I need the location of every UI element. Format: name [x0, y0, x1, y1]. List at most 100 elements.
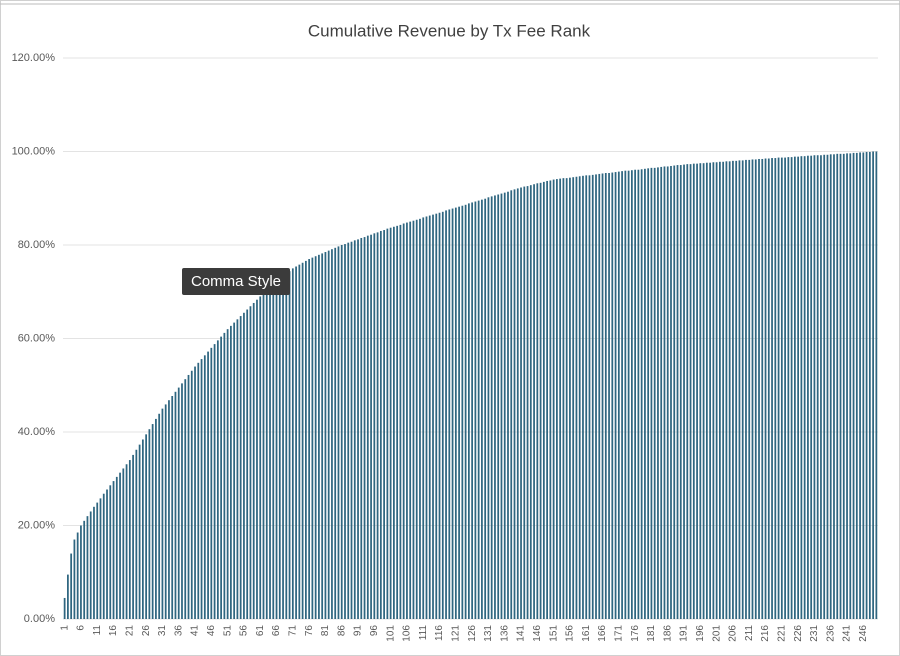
bar: [842, 153, 845, 619]
bar: [63, 597, 66, 619]
x-tick-label: 196: [695, 625, 706, 642]
bar: [774, 158, 777, 620]
bar: [151, 424, 154, 619]
bar: [262, 293, 265, 619]
bar: [702, 163, 705, 619]
bar: [415, 219, 418, 619]
bar: [823, 154, 826, 619]
bar: [135, 449, 138, 619]
x-tick-label: 81: [320, 625, 331, 637]
bar: [269, 288, 271, 619]
x-tick-label: 71: [287, 625, 298, 637]
bar: [412, 220, 415, 619]
x-tick-label: 216: [760, 625, 771, 642]
bar: [872, 151, 874, 619]
bar: [705, 162, 708, 619]
x-tick-label: 121: [450, 625, 461, 642]
bar: [190, 370, 193, 619]
bar: [562, 178, 565, 619]
bar: [549, 180, 552, 620]
bar: [715, 162, 718, 619]
bar: [278, 279, 281, 619]
bar: [347, 242, 350, 619]
bar: [683, 164, 685, 619]
bar: [112, 481, 115, 619]
bar: [673, 165, 676, 619]
bar: [187, 374, 190, 619]
x-tick-label: 181: [646, 625, 657, 642]
bar: [373, 233, 376, 619]
bar: [321, 253, 324, 620]
x-tick-label: 221: [776, 625, 787, 642]
bar: [552, 179, 555, 620]
bar: [477, 200, 480, 619]
bar: [790, 157, 793, 620]
bar: [308, 259, 311, 619]
x-tick-label: 46: [206, 625, 217, 637]
bar: [181, 383, 183, 619]
bar: [216, 340, 219, 619]
y-tick-label: 100.00%: [12, 145, 56, 157]
bar: [67, 574, 69, 619]
bar: [784, 157, 786, 619]
x-tick-label: 141: [516, 625, 527, 642]
bar: [624, 170, 627, 620]
y-tick-label: 0.00%: [24, 613, 55, 625]
bar: [585, 175, 588, 619]
bar: [539, 182, 542, 619]
bar: [510, 190, 513, 620]
bar: [647, 168, 650, 619]
bar: [207, 351, 209, 619]
bar: [803, 156, 806, 620]
bar: [458, 206, 460, 620]
bar: [640, 169, 643, 619]
bar: [556, 179, 558, 619]
bar: [777, 157, 780, 619]
chart-title: Cumulative Revenue by Tx Fee Rank: [308, 21, 591, 40]
bar: [340, 245, 343, 619]
bar: [582, 175, 584, 619]
x-tick-label: 56: [239, 625, 250, 637]
x-tick-label: 31: [157, 625, 168, 637]
bar: [614, 172, 617, 619]
bar: [634, 169, 637, 620]
bar: [353, 240, 356, 619]
bar: [663, 166, 666, 619]
bar: [73, 539, 76, 619]
bar: [500, 193, 503, 619]
x-tick-label: 231: [809, 625, 820, 642]
bar: [797, 156, 800, 619]
y-tick-label: 40.00%: [18, 426, 56, 438]
bar: [758, 158, 760, 620]
bar: [220, 336, 222, 619]
bar: [572, 177, 575, 619]
bar: [800, 156, 803, 620]
tooltip-box: [182, 268, 290, 295]
x-tick-label: 11: [92, 625, 103, 636]
bar: [761, 158, 764, 620]
bar: [102, 493, 105, 619]
bar: [780, 157, 783, 619]
x-tick-label: 126: [467, 625, 478, 642]
x-tick-label: 101: [385, 625, 396, 642]
bar: [833, 154, 835, 619]
x-tick-label: 241: [842, 625, 853, 642]
bar: [246, 309, 249, 619]
bar: [301, 262, 304, 619]
bar: [233, 322, 236, 619]
bar: [578, 176, 581, 619]
bar: [331, 249, 333, 619]
bar: [741, 160, 744, 619]
x-tick-label: 131: [483, 625, 494, 642]
bar: [259, 296, 262, 619]
bar: [285, 273, 288, 619]
bar: [862, 152, 865, 619]
bar: [76, 532, 79, 619]
bar: [868, 151, 871, 619]
bar: [148, 429, 151, 619]
bar: [793, 156, 796, 619]
bar: [494, 195, 496, 619]
bar: [275, 282, 278, 619]
bar: [679, 165, 682, 619]
